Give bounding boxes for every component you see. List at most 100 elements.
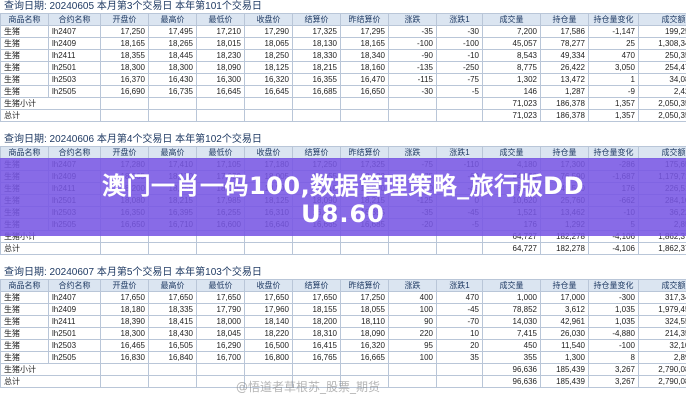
table-cell: 45,057: [482, 37, 541, 50]
table-cell: 生猪: [0, 327, 49, 340]
table-cell: 18,300: [100, 61, 149, 74]
table-cell: 186,378: [540, 109, 589, 122]
table-cell: 18,250: [244, 49, 293, 62]
table-cell: 生猪: [0, 37, 49, 50]
table-cell: 18,230: [196, 49, 245, 62]
table-cell: 11,540: [540, 339, 589, 352]
table-cell: 17,295: [340, 25, 389, 38]
table-cell: 1,287: [540, 85, 589, 98]
table-cell: 26,030: [540, 327, 589, 340]
empty-cell: [292, 363, 341, 376]
table-cell: 18,065: [244, 37, 293, 50]
table-cell: 3,050: [588, 61, 639, 74]
table-cell: lh2407: [48, 291, 101, 304]
table-cell: 17,650: [148, 291, 197, 304]
column-header: 结算价: [292, 279, 341, 292]
column-header: 最低价: [196, 279, 245, 292]
table-cell: 186,378: [540, 97, 589, 110]
section-title: 查询日期: 20240607 本月第5个交易日 本年第103个交易日: [0, 266, 686, 279]
table-cell: 400: [388, 291, 437, 304]
table-cell: 16,685: [292, 85, 341, 98]
empty-cell: [148, 363, 197, 376]
table-cell: 16,645: [244, 85, 293, 98]
table-cell: 17,586: [540, 25, 589, 38]
table-cell: 185,439: [540, 375, 589, 388]
empty-cell: [388, 109, 437, 122]
section-title: 查询日期: 20240606 本月第4个交易日 本年第102个交易日: [0, 133, 686, 146]
empty-cell: [100, 242, 149, 255]
empty-cell: [388, 242, 437, 255]
table-cell: 17,650: [292, 291, 341, 304]
table-cell: 17,495: [148, 25, 197, 38]
table-cell: 16,665: [340, 351, 389, 364]
empty-cell: [148, 242, 197, 255]
empty-cell: [100, 109, 149, 122]
table-cell: 18,430: [148, 327, 197, 340]
table-cell: 2,890,01: [638, 351, 686, 364]
empty-cell: [292, 375, 341, 388]
table-cell: 17,250: [100, 25, 149, 38]
column-header: 成交量: [482, 279, 541, 292]
row-label: 总计: [0, 375, 101, 388]
table-cell: 90: [388, 315, 437, 328]
table-cell: 17,960: [244, 303, 293, 316]
table-header-row: 商品名称 合约名称 开盘价 最高价 最低价 收盘价 结算价 昨结算价 涨跌 涨跌1 成交量 持仓量 持仓…: [0, 279, 686, 292]
table-cell: 14,030: [482, 315, 541, 328]
table-cell: 生猪: [0, 303, 49, 316]
table-cell: 32,102,14: [638, 339, 686, 352]
table-row: 生猪 lh2501 18,300 18,300 18,090 18,125 18,215 18…: [0, 61, 686, 74]
promo-overlay-banner: [0, 158, 686, 236]
table-cell: 470: [588, 49, 639, 62]
table-cell: 185,439: [540, 363, 589, 376]
column-header: 成交量: [482, 146, 541, 159]
table-cell: 17,650: [100, 291, 149, 304]
table-cell: 生猪: [0, 315, 49, 328]
table-cell: -45: [436, 303, 483, 316]
table-cell: 13,472: [540, 73, 589, 86]
table-cell: -90: [388, 49, 437, 62]
table-cell: 18,220: [244, 327, 293, 340]
table-cell: 26,422: [540, 61, 589, 74]
table-cell: -135: [388, 61, 437, 74]
table-cell: 1,979,458,27: [638, 303, 686, 316]
empty-cell: [196, 363, 245, 376]
empty-cell: [244, 97, 293, 110]
table-cell: 16,465: [100, 339, 149, 352]
table-cell: 生猪: [0, 351, 49, 364]
table-cell: lh2409: [48, 37, 101, 50]
table-cell: 355: [482, 351, 541, 364]
table-cell: 18,165: [100, 37, 149, 50]
table-cell: 16,765: [292, 351, 341, 364]
table-row: 生猪 lh2503 16,370 16,430 16,300 16,320 16,355 16…: [0, 73, 686, 86]
table-cell: 17,210: [196, 25, 245, 38]
table-cell: 10: [436, 327, 483, 340]
column-header: 收盘价: [244, 146, 293, 159]
table-cell: 生猪: [0, 61, 49, 74]
table-cell: 1,000: [482, 291, 541, 304]
table-cell: 18,180: [100, 303, 149, 316]
table-cell: 18,090: [196, 61, 245, 74]
column-header: 收盘价: [244, 13, 293, 26]
empty-cell: [340, 363, 389, 376]
table-cell: -100: [436, 37, 483, 50]
table-cell: 214,354,62: [638, 327, 686, 340]
table-cell: 16,690: [100, 85, 149, 98]
table-cell: 18,445: [148, 49, 197, 62]
empty-cell: [340, 109, 389, 122]
table-cell: 146: [482, 85, 541, 98]
table-cell: 17,790: [196, 303, 245, 316]
table-cell: 17,250: [340, 291, 389, 304]
table-cell: 1,308,340,30: [638, 37, 686, 50]
empty-cell: [292, 109, 341, 122]
empty-cell: [244, 375, 293, 388]
column-header: 商品名称: [0, 279, 49, 292]
column-header: 成交额: [638, 279, 686, 292]
table-cell: 16,700: [196, 351, 245, 364]
table-cell: 1,357: [588, 109, 639, 122]
table-cell: -70: [436, 315, 483, 328]
table-cell: 470: [436, 291, 483, 304]
column-header: 开盘价: [100, 279, 149, 292]
